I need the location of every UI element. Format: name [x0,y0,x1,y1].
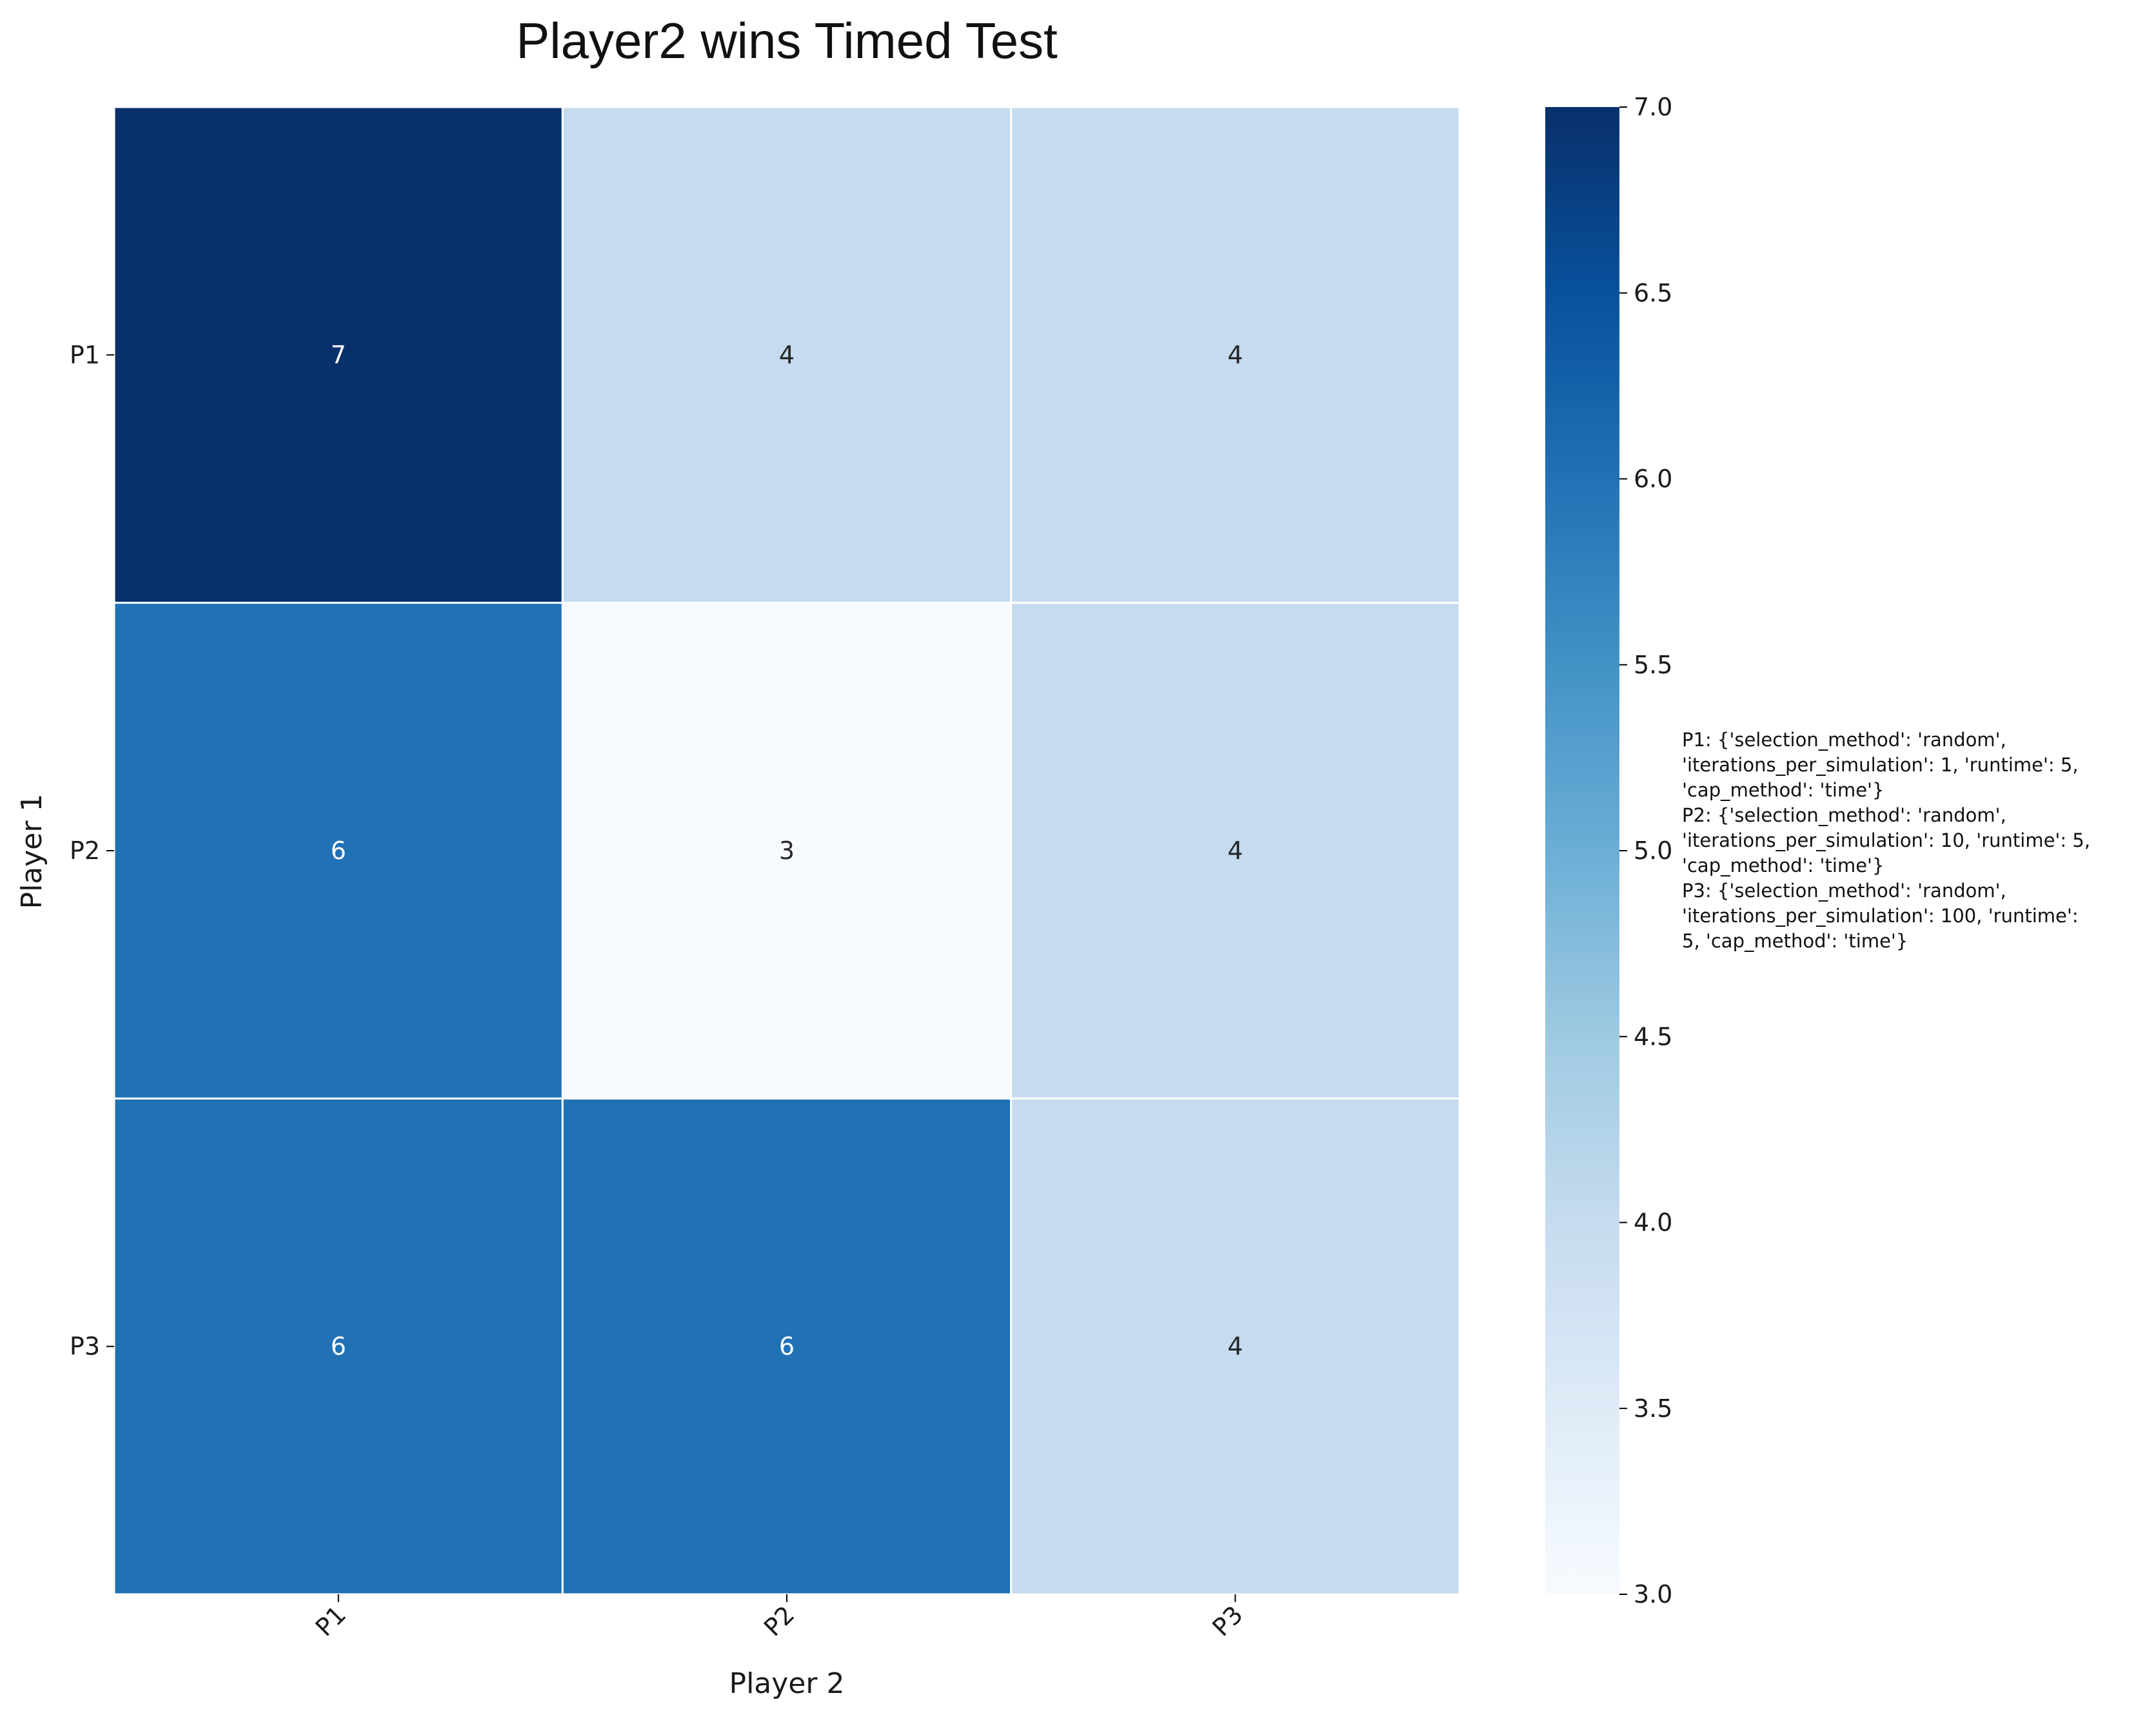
y-tick-label: P2 [70,836,100,865]
x-tick-label: P2 [758,1600,800,1641]
note-line: P1: {'selection_method': 'random', [1682,729,2006,751]
player-config-note: P1: {'selection_method': 'random', 'itera… [1682,727,2146,954]
note-line: 'cap_method': 'time'} [1682,779,1884,801]
colorbar-tick-label: 4.5 [1634,1022,1672,1051]
cell-value-label: 6 [331,836,346,865]
colorbar-tick-label: 6.5 [1634,279,1672,307]
heatmap-cell [1010,106,1461,604]
y-tick-label: P3 [70,1332,100,1361]
note-line: P3: {'selection_method': 'random', [1682,880,2006,902]
cell-value-label: 4 [779,341,795,369]
cell-value-label: 4 [1227,836,1243,865]
heatmap-cell [561,602,1013,1100]
colorbar-ticks: 3.0 3.5 4.0 4.5 5.0 5.5 6.0 6.5 7.0 [1619,93,1672,1608]
note-line: 'iterations_per_simulation': 10, 'runtim… [1682,829,2091,851]
y-axis-ticks: P1 P2 P3 [70,341,114,1361]
note-line: 5, 'cap_method': 'time'} [1682,930,1908,952]
y-tick-label: P1 [70,341,100,369]
heatmap-cell [113,106,564,604]
cell-value-label: 6 [779,1332,795,1361]
cell-value-label: 3 [779,836,795,865]
x-tick-label: P1 [310,1600,351,1641]
x-axis-ticks: P1 P2 P3 [310,1594,1249,1642]
x-axis-label: Player 2 [729,1667,845,1700]
colorbar-tick-label: 6.0 [1634,465,1672,493]
colorbar-tick-label: 5.0 [1634,836,1672,865]
cell-value-label: 4 [1227,341,1243,369]
note-line: P2: {'selection_method': 'random', [1682,804,2006,826]
cell-value-label: 7 [331,341,346,369]
colorbar-tick-label: 4.0 [1634,1209,1672,1237]
note-line: 'iterations_per_simulation': 100, 'runti… [1682,905,2079,927]
colorbar [1545,107,1619,1594]
heatmap-cell [113,602,564,1100]
colorbar-tick-label: 7.0 [1634,93,1672,121]
x-tick-label: P3 [1207,1600,1248,1641]
colorbar-tick-label: 5.5 [1634,651,1672,679]
chart-title: Player2 wins Timed Test [516,12,1058,69]
cell-value-label: 4 [1227,1332,1243,1361]
note-line: 'iterations_per_simulation': 1, 'runtime… [1682,754,2079,776]
heatmap-cell [1010,602,1461,1100]
heatmap-cells: 7 4 4 6 3 4 6 6 4 [113,106,1461,1596]
colorbar-tick-label: 3.5 [1634,1394,1672,1423]
y-axis-label: Player 1 [15,794,48,909]
heatmap-cell [1010,1097,1461,1596]
cell-value-label: 6 [331,1332,346,1361]
heatmap-cell [561,1097,1013,1596]
colorbar-tick-label: 3.0 [1634,1580,1672,1608]
note-line: 'cap_method': 'time'} [1682,855,1884,876]
